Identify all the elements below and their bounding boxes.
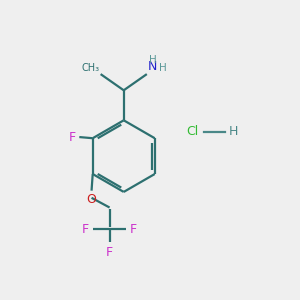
Text: O: O xyxy=(87,193,97,206)
Text: F: F xyxy=(106,246,113,259)
Text: H: H xyxy=(149,55,157,64)
Text: F: F xyxy=(68,130,75,144)
Text: CH₃: CH₃ xyxy=(81,63,100,73)
Text: H: H xyxy=(228,125,238,138)
Text: N: N xyxy=(148,60,157,74)
Text: Cl: Cl xyxy=(187,125,199,138)
Text: H: H xyxy=(159,63,167,73)
Text: F: F xyxy=(130,223,137,236)
Text: F: F xyxy=(82,223,89,236)
